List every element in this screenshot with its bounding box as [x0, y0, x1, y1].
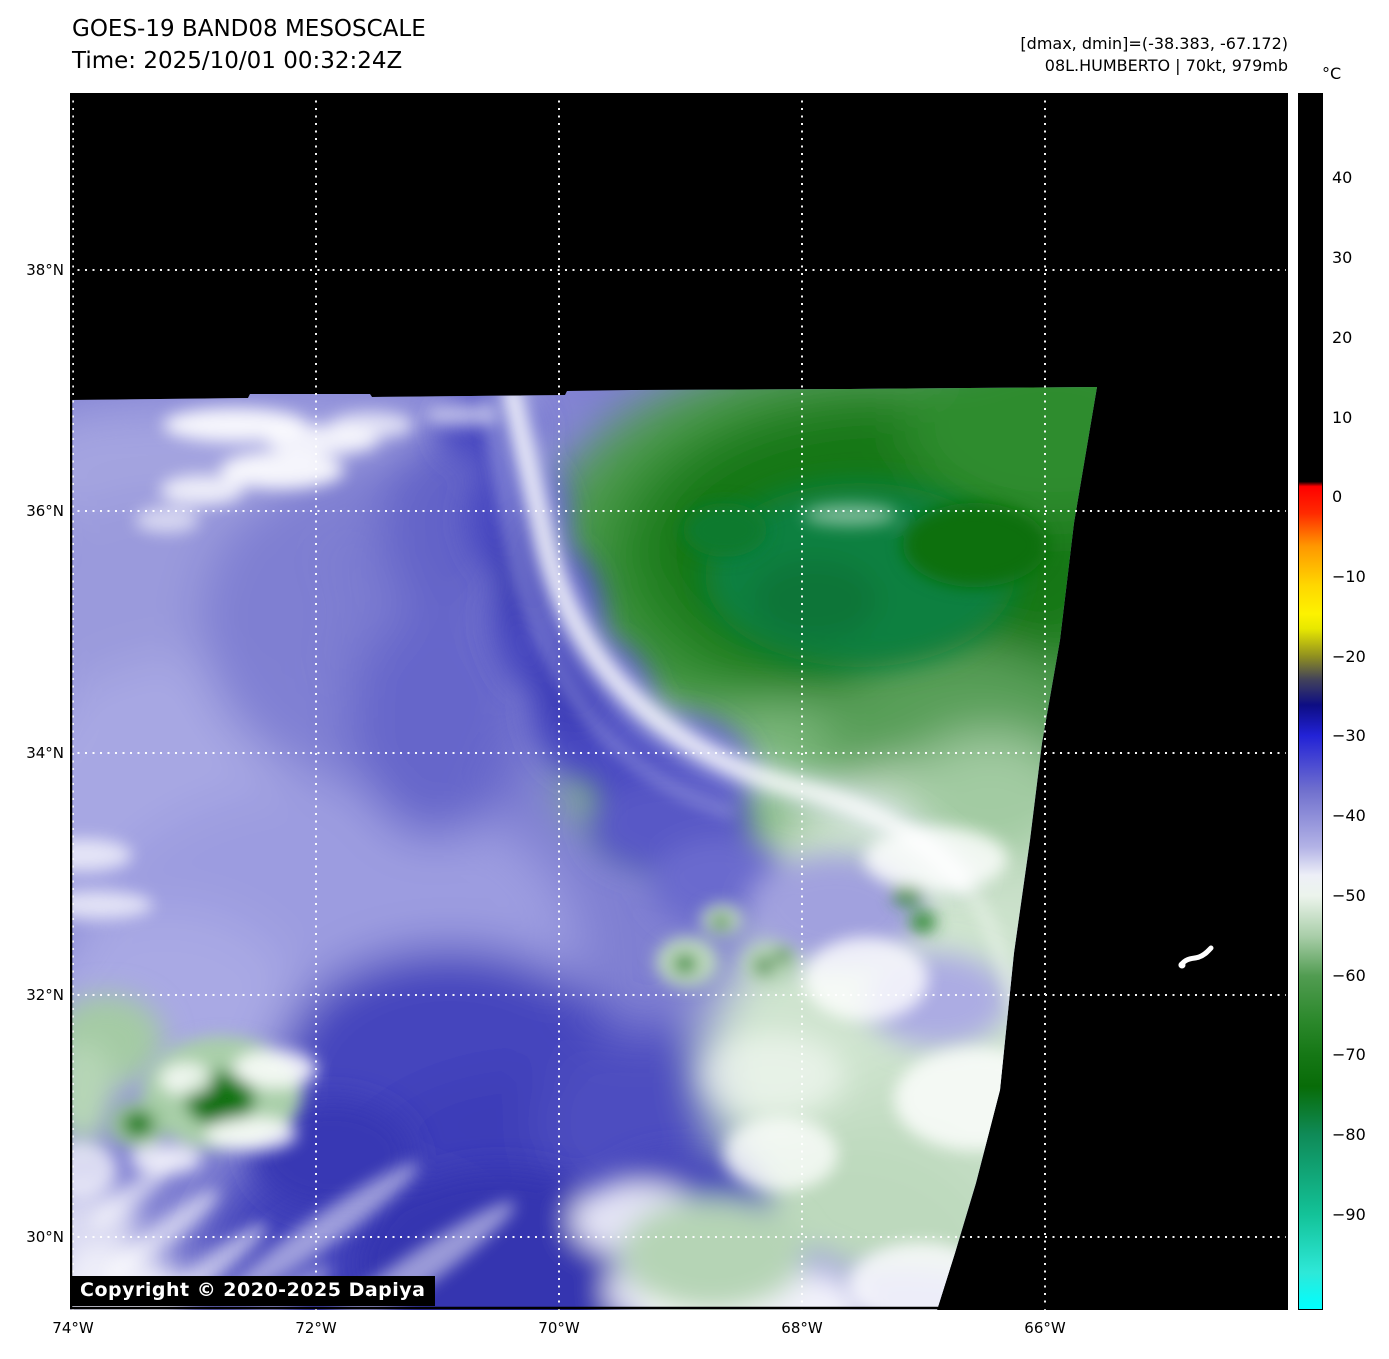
- lat-label: 38°N: [26, 261, 64, 279]
- lat-label: 30°N: [26, 1228, 64, 1246]
- lon-label: 70°W: [538, 1319, 580, 1337]
- colorbar-unit-label: °C: [1322, 64, 1342, 83]
- page-title: GOES-19 BAND08 MESOSCALE: [72, 16, 426, 42]
- map-canvas: [69, 92, 1289, 1310]
- dmax-dmin-info: [dmax, dmin]=(-38.383, -67.172): [1020, 34, 1288, 53]
- satellite-data-layer: [69, 92, 1289, 1310]
- lat-label: 34°N: [26, 744, 64, 762]
- colorbar-tick-label: 10: [1332, 408, 1353, 427]
- colorbar-tick-label: 20: [1332, 328, 1353, 347]
- colorbar-tick-label: −50: [1332, 886, 1366, 905]
- lon-label: 68°W: [781, 1319, 823, 1337]
- bermuda-island: [1178, 945, 1214, 969]
- time-subtitle: Time: 2025/10/01 00:32:24Z: [72, 48, 403, 74]
- colorbar-tick-label: 0: [1332, 487, 1343, 506]
- colorbar-tick-label: −80: [1332, 1125, 1366, 1144]
- colorbar-tick-label: 30: [1332, 248, 1353, 267]
- colorbar-tick-label: −10: [1332, 567, 1366, 586]
- temperature-colorbar: [1298, 93, 1323, 1310]
- grid-lines: [70, 93, 1288, 1310]
- colorbar-tick-label: −40: [1332, 806, 1366, 825]
- lon-label: 72°W: [295, 1319, 337, 1337]
- colorbar-tick-label: −60: [1332, 966, 1366, 985]
- storm-info: 08L.HUMBERTO | 70kt, 979mb: [1044, 56, 1288, 75]
- lon-label: 74°W: [52, 1319, 94, 1337]
- lat-label: 32°N: [26, 986, 64, 1004]
- colorbar-tick-label: 40: [1332, 168, 1353, 187]
- copyright-badge: Copyright © 2020-2025 Dapiya: [70, 1276, 436, 1306]
- colorbar-tick-label: −70: [1332, 1045, 1366, 1064]
- colorbar-tick-label: −90: [1332, 1205, 1366, 1224]
- colorbar-tick-label: −20: [1332, 647, 1366, 666]
- lat-label: 36°N: [26, 502, 64, 520]
- lon-label: 66°W: [1024, 1319, 1066, 1337]
- colorbar-tick-label: −30: [1332, 726, 1366, 745]
